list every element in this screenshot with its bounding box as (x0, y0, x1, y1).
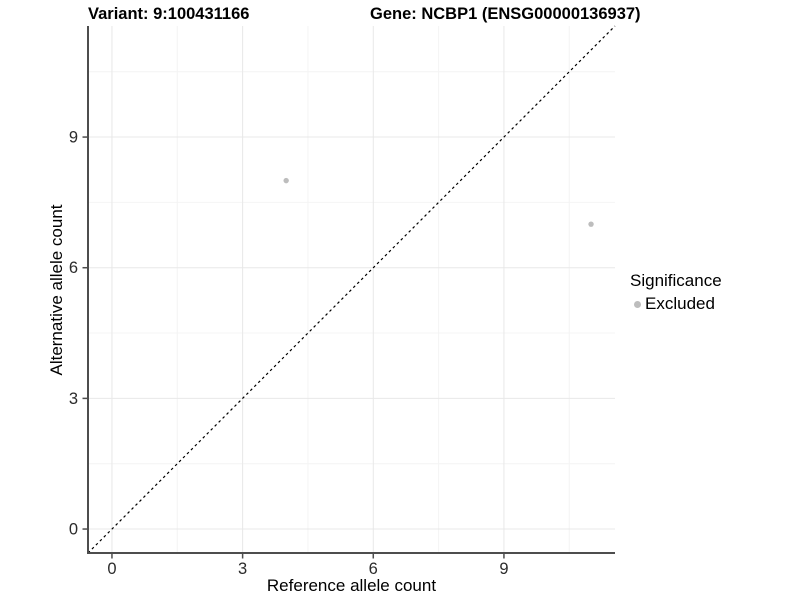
y-tick-label: 6 (69, 259, 78, 277)
identity-line (87, 25, 616, 554)
data-point (588, 221, 594, 227)
x-tick-label: 6 (369, 560, 378, 578)
y-axis-title: Alternative allele count (47, 204, 66, 376)
y-tick-label: 0 (69, 521, 78, 539)
x-tick-label: 9 (499, 560, 508, 578)
plot-title-gene: Gene: NCBP1 (ENSG00000136937) (370, 5, 641, 23)
legend: Significance Excluded (630, 271, 722, 314)
legend-item: Excluded (634, 294, 722, 314)
legend-title: Significance (630, 271, 722, 290)
plot-title-variant: Variant: 9:100431166 (88, 5, 250, 23)
x-tick-label: 3 (238, 560, 247, 578)
y-tick-label: 3 (69, 390, 78, 408)
data-point (283, 177, 289, 184)
legend-key-dot-icon (634, 300, 641, 308)
x-axis-title: Reference allele count (266, 576, 437, 595)
legend-item-label: Excluded (645, 294, 715, 313)
x-tick-label: 0 (107, 560, 116, 578)
y-tick-label: 9 (69, 129, 78, 147)
